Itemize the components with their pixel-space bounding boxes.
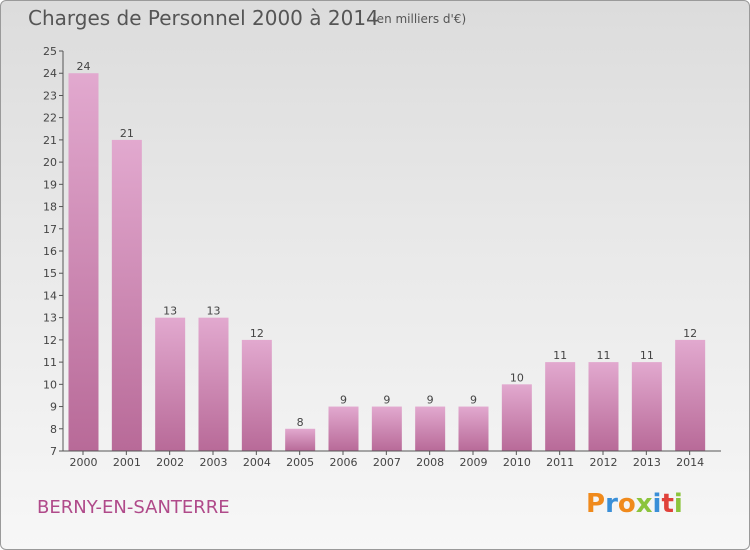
y-tick-label: 14	[43, 289, 57, 302]
x-tick-label: 2002	[156, 456, 184, 469]
bar-value-label: 24	[77, 60, 91, 73]
y-tick-label: 18	[43, 201, 57, 214]
logo-letter: i	[652, 489, 662, 519]
bar-value-label: 10	[510, 371, 524, 384]
y-tick-label: 22	[43, 112, 57, 125]
bar-2004	[241, 339, 272, 451]
y-tick-label: 12	[43, 334, 57, 347]
logo-letter: x	[635, 489, 653, 519]
logo-letter: i	[673, 489, 683, 519]
y-tick-label: 16	[43, 245, 57, 258]
x-tick-label: 2014	[676, 456, 704, 469]
proxiti-logo[interactable]: Proxiti	[586, 489, 683, 519]
bar-2012	[588, 362, 619, 451]
logo-letter: t	[661, 489, 674, 519]
chart-title: Charges de Personnel 2000 à 2014	[28, 6, 379, 30]
x-tick-label: 2000	[70, 456, 98, 469]
y-axis: 7 8 9 10 11 12 13 14 15 16 17 18 19 20 21 22 23 24 25	[43, 45, 64, 458]
bar-value-label: 9	[340, 394, 347, 407]
bar-2006	[328, 406, 359, 451]
x-tick-label: 2011	[546, 456, 574, 469]
y-tick-label: 15	[43, 267, 57, 280]
bars: 24 21 13 13 12 8 9 9 9 9 10 11 11 11 12	[68, 60, 706, 451]
bar-2013	[631, 362, 662, 451]
x-axis: 2000 2001 2002 2003 2004 2005 2006 2007 2008 2009…	[63, 450, 721, 469]
bar-2014	[675, 339, 706, 451]
chart-unit: (en milliers d'€)	[372, 12, 467, 26]
y-tick-label: 20	[43, 156, 57, 169]
x-tick-label: 2003	[200, 456, 228, 469]
x-tick-label: 2005	[286, 456, 314, 469]
bar-2007	[371, 406, 402, 451]
bar-value-label: 9	[383, 394, 390, 407]
logo-letter: P	[586, 489, 606, 519]
x-tick-label: 2006	[330, 456, 358, 469]
bar-2002	[155, 317, 186, 451]
bar-2005	[285, 428, 316, 451]
y-tick-label: 24	[43, 67, 57, 80]
bar-2001	[111, 139, 142, 451]
bar-value-label: 13	[163, 305, 177, 318]
bar-2011	[545, 362, 576, 451]
y-tick-label: 21	[43, 134, 57, 147]
bar-2008	[415, 406, 446, 451]
y-tick-label: 17	[43, 223, 57, 236]
place-name: BERNY-EN-SANTERRE	[37, 497, 230, 518]
bar-value-label: 13	[207, 305, 221, 318]
bar-value-label: 9	[427, 394, 434, 407]
y-tick-label: 9	[50, 401, 57, 414]
x-tick-label: 2013	[633, 456, 661, 469]
x-tick-label: 2008	[416, 456, 444, 469]
bar-2009	[458, 406, 489, 451]
bar-2003	[198, 317, 229, 451]
logo-letter: o	[617, 489, 636, 519]
y-tick-label: 10	[43, 378, 57, 391]
x-tick-label: 2012	[590, 456, 618, 469]
bar-value-label: 12	[683, 327, 697, 340]
x-tick-label: 2007	[373, 456, 401, 469]
bar-value-label: 12	[250, 327, 264, 340]
y-tick-label: 8	[50, 423, 57, 436]
y-tick-label: 11	[43, 356, 57, 369]
x-tick-label: 2004	[243, 456, 271, 469]
x-tick-label: 2001	[113, 456, 141, 469]
bar-value-label: 11	[597, 349, 611, 362]
y-tick-label: 7	[50, 445, 57, 458]
bar-value-label: 9	[470, 394, 477, 407]
bar-value-label: 11	[553, 349, 567, 362]
y-tick-label: 19	[43, 178, 57, 191]
bar-2010	[501, 384, 532, 451]
logo-letter: r	[605, 489, 618, 519]
y-tick-label: 13	[43, 312, 57, 325]
y-tick-label: 23	[43, 89, 57, 102]
x-tick-label: 2010	[503, 456, 531, 469]
bar-value-label: 8	[297, 416, 304, 429]
bar-value-label: 21	[120, 127, 134, 140]
x-tick-label: 2009	[460, 456, 488, 469]
y-tick-label: 25	[43, 45, 57, 58]
bar-value-label: 11	[640, 349, 654, 362]
bar-2000	[68, 73, 99, 451]
